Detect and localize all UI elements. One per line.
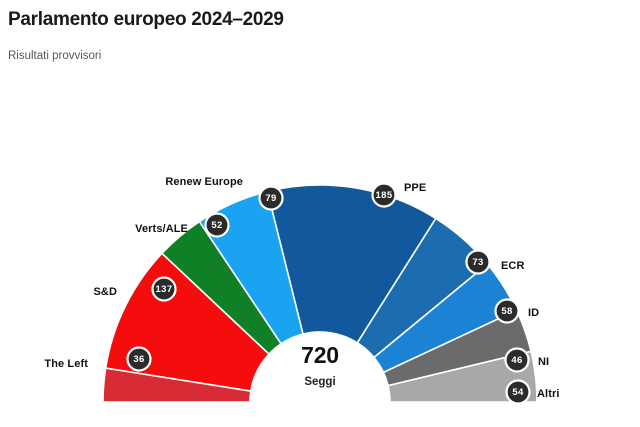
seat-badge-value: 79 <box>265 193 276 204</box>
party-labels-group: The Left S&D Verts/ALE Renew Europe PPE ECR ID… <box>44 176 559 400</box>
seat-badge-circle <box>505 379 531 405</box>
seat-badge-circle <box>126 346 152 372</box>
seat-badge-circle <box>258 185 284 211</box>
seat-count-badge[interactable]: 58 <box>494 298 520 324</box>
total-seats-number: 720 <box>301 342 339 368</box>
seat-badge-value: 36 <box>133 354 144 365</box>
seat-badge-value: 185 <box>375 190 392 201</box>
party-label: Altri <box>537 388 560 400</box>
slices-group <box>102 184 538 403</box>
center-total-group: 720 Seggi <box>301 342 339 388</box>
chart-header: Parlamento europeo 2024–2029 Risultati p… <box>8 8 628 64</box>
party-label: Renew Europe <box>165 176 243 188</box>
seat-count-badge[interactable]: 36 <box>126 346 152 372</box>
seat-badge-value: 52 <box>211 220 222 231</box>
party-slice[interactable] <box>387 350 538 403</box>
party-label: The Left <box>44 358 88 370</box>
seat-badge-circle <box>465 249 491 275</box>
seat-badge-circle <box>151 276 177 302</box>
party-label: NI <box>538 356 549 368</box>
party-label: S&D <box>93 286 117 298</box>
seat-count-badge[interactable]: 54 <box>505 379 531 405</box>
seat-badge-value: 58 <box>501 306 512 317</box>
seat-badge-value: 46 <box>511 355 522 366</box>
seat-badge-circle <box>504 347 530 373</box>
seat-badge-value: 137 <box>155 284 172 295</box>
seat-count-badge[interactable]: 185 <box>371 182 397 208</box>
seat-count-badge[interactable]: 79 <box>258 185 284 211</box>
page-title: Parlamento europeo 2024–2029 <box>8 9 284 30</box>
party-slice[interactable] <box>266 184 437 344</box>
seat-badge-circle <box>204 212 230 238</box>
seat-badge-value: 73 <box>472 257 483 268</box>
party-label: PPE <box>404 182 426 194</box>
seat-badges-group: 36 137 52 79 185 73 58 46 54 <box>126 182 531 405</box>
seat-badge-value: 54 <box>512 387 524 398</box>
party-label: ID <box>528 307 539 319</box>
party-label: ECR <box>501 260 525 272</box>
seat-badge-circle <box>371 182 397 208</box>
seat-count-badge[interactable]: 52 <box>204 212 230 238</box>
party-label: Verts/ALE <box>135 223 188 235</box>
seat-count-badge[interactable]: 73 <box>465 249 491 275</box>
page-subtitle: Risultati provvisori <box>8 50 102 62</box>
total-seats-caption: Seggi <box>304 376 335 388</box>
seat-badge-circle <box>494 298 520 324</box>
seat-count-badge[interactable]: 46 <box>504 347 530 373</box>
seat-count-badge[interactable]: 137 <box>151 276 177 302</box>
